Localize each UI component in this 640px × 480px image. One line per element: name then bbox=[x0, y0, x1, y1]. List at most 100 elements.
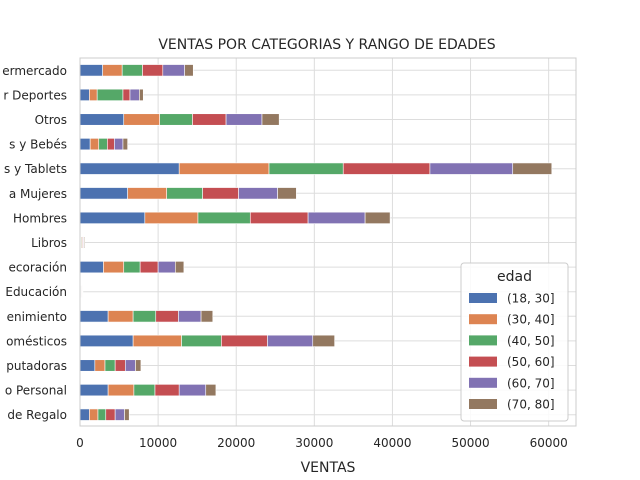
bar-segment bbox=[89, 88, 98, 101]
x-tick-label: 20000 bbox=[217, 436, 255, 450]
legend-label: (18, 30] bbox=[507, 292, 555, 306]
x-tick-label: 30000 bbox=[295, 436, 333, 450]
bar-segment bbox=[114, 408, 125, 421]
x-tick-label: 40000 bbox=[373, 436, 411, 450]
bar-segment bbox=[79, 138, 91, 151]
x-tick-label: 60000 bbox=[530, 436, 568, 450]
bar-segment bbox=[184, 64, 194, 77]
bar-segment bbox=[79, 261, 104, 274]
bar-segment bbox=[123, 113, 160, 126]
bar-segment bbox=[429, 162, 514, 175]
bar-segment bbox=[139, 261, 159, 274]
bar-segment bbox=[79, 334, 134, 347]
bar-segment bbox=[121, 64, 143, 77]
bar-segment bbox=[159, 113, 193, 126]
legend-label: (50, 60] bbox=[507, 355, 555, 369]
bar-segment bbox=[124, 408, 130, 421]
y-tick-labels: ermercado r Deportes Otros s y Bebés s y Tab… bbox=[2, 64, 67, 422]
bar-segment bbox=[142, 64, 164, 77]
bar-segment bbox=[79, 384, 109, 397]
legend-swatch bbox=[469, 293, 497, 303]
chart-title: VENTAS POR CATEGORIAS Y RANGO DE EDADES bbox=[158, 37, 495, 53]
bar-segment bbox=[133, 384, 156, 397]
bar-segment bbox=[192, 113, 227, 126]
y-tick-label: s y Bebés bbox=[9, 138, 67, 152]
bar-segment bbox=[238, 187, 278, 200]
bar-segment bbox=[107, 138, 115, 151]
bar-segment bbox=[178, 310, 202, 323]
bar-segment bbox=[261, 113, 280, 126]
bar-segment bbox=[139, 88, 144, 101]
bar-segment bbox=[123, 261, 141, 274]
bar-segment bbox=[197, 211, 251, 224]
bar-segment bbox=[79, 88, 90, 101]
bar-segment bbox=[267, 334, 314, 347]
bar-segment bbox=[364, 211, 391, 224]
bars bbox=[79, 64, 553, 421]
legend: edad (18, 30] (30, 40] (40, 50] (50, 60] (60,… bbox=[460, 262, 569, 422]
bar-segment bbox=[79, 310, 109, 323]
plot-frame bbox=[79, 57, 577, 427]
y-tick-label: Educación bbox=[5, 285, 67, 299]
bar-segment bbox=[104, 359, 116, 372]
bar-segment bbox=[307, 211, 366, 224]
y-tick-label: s y Tablets bbox=[4, 162, 67, 176]
y-tick-label: ecoración bbox=[9, 261, 68, 275]
bar-segment bbox=[79, 211, 146, 224]
legend-title: edad bbox=[497, 269, 532, 285]
bar-segment bbox=[132, 334, 182, 347]
bar-segment bbox=[98, 138, 108, 151]
bar-segment bbox=[129, 88, 140, 101]
bar-segment bbox=[249, 211, 309, 224]
y-tick-label: omésticos bbox=[6, 334, 67, 348]
bar-segment bbox=[155, 310, 179, 323]
bar-segment bbox=[94, 359, 106, 372]
bar-segment bbox=[178, 384, 207, 397]
x-tick-label: 10000 bbox=[139, 436, 177, 450]
bar-segment bbox=[127, 187, 168, 200]
bar-segment bbox=[96, 88, 124, 101]
bar-segment bbox=[202, 187, 239, 200]
y-tick-label: enimiento bbox=[7, 310, 67, 324]
bar-segment bbox=[89, 138, 100, 151]
bar-segment bbox=[277, 187, 297, 200]
y-tick-label: Otros bbox=[35, 113, 67, 127]
bar-segment bbox=[144, 211, 199, 224]
bar-segment bbox=[107, 384, 135, 397]
bar-segment bbox=[154, 384, 180, 397]
bar-segment bbox=[178, 162, 270, 175]
bar-segment bbox=[181, 334, 222, 347]
y-tick-label: r Deportes bbox=[3, 88, 67, 102]
legend-label: (60, 70] bbox=[507, 376, 555, 390]
bar-segment bbox=[342, 162, 431, 175]
bar-segment bbox=[221, 334, 268, 347]
y-tick-label: Libros bbox=[31, 236, 67, 250]
bar-segment bbox=[105, 408, 116, 421]
y-tick-label: Hombres bbox=[13, 211, 67, 225]
bar-segment bbox=[103, 261, 125, 274]
bar-segment bbox=[157, 261, 176, 274]
bar-segment bbox=[125, 359, 136, 372]
bar-segment bbox=[312, 334, 335, 347]
x-tick-labels: 0 10000 20000 30000 40000 50000 60000 bbox=[76, 436, 568, 450]
bar-segment bbox=[122, 138, 128, 151]
bar-segment bbox=[114, 138, 124, 151]
legend-swatch bbox=[469, 335, 497, 346]
legend-label: (40, 50] bbox=[507, 334, 555, 348]
bar-segment bbox=[79, 64, 103, 77]
bar-segment bbox=[102, 64, 123, 77]
bar-segment bbox=[79, 359, 96, 372]
bar-segment bbox=[268, 162, 344, 175]
y-tick-label: ermercado bbox=[2, 64, 67, 78]
bar-segment bbox=[89, 408, 99, 421]
bar-segment bbox=[79, 408, 90, 421]
legend-label: (70, 80] bbox=[507, 398, 555, 412]
bar-segment bbox=[122, 88, 131, 101]
bar-segment bbox=[132, 310, 157, 323]
legend-swatch bbox=[469, 314, 497, 325]
bar-segment bbox=[79, 187, 128, 200]
bar-segment bbox=[83, 236, 85, 249]
x-tick-label: 50000 bbox=[451, 436, 489, 450]
bar-segment bbox=[135, 359, 142, 372]
